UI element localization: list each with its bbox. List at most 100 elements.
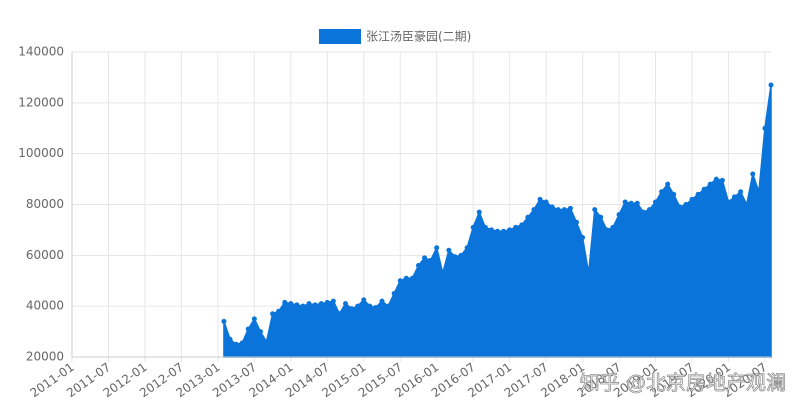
point [330,298,336,304]
point [312,302,318,308]
point [233,341,239,347]
point [634,200,640,206]
point [239,340,245,346]
point [671,191,677,197]
point [294,302,300,308]
point [525,214,531,220]
point [464,245,470,251]
point [713,176,719,182]
watermark: 知乎 @北京房地产观澜 [580,371,786,395]
point [476,209,482,215]
point [264,339,270,345]
point [415,263,421,268]
point [251,316,257,322]
point [719,177,725,183]
point [300,303,306,309]
point [616,212,622,218]
point [683,202,689,207]
point [738,189,744,195]
point [732,194,738,200]
point [598,214,604,220]
point [391,290,397,296]
y-tick-label: 60000 [26,248,64,262]
point [628,200,634,206]
point [768,82,774,88]
point [555,207,561,213]
point [276,308,282,314]
point [610,224,616,230]
point [245,326,251,332]
point [701,186,707,192]
point [373,304,379,310]
point [385,303,391,309]
point [653,199,659,205]
point [482,224,488,230]
plot [221,82,774,358]
y-tick-label: 140000 [18,45,64,59]
point [750,171,756,177]
point [446,247,452,253]
point [567,205,573,211]
point [349,306,355,312]
point [428,257,434,263]
point [488,227,494,233]
point [677,204,683,210]
point [379,298,385,304]
point [282,299,288,305]
point [336,311,342,317]
area [223,84,772,358]
legend-label: 张江汤臣豪园(二期) [366,29,471,44]
point [519,222,525,228]
point [367,303,373,309]
point [762,125,768,131]
point [501,228,507,234]
point [458,252,464,258]
point [586,270,592,276]
point [531,207,537,213]
point [288,301,294,307]
point [592,207,598,213]
point [452,254,458,260]
y-tick-label: 120000 [18,95,64,109]
point [343,301,349,307]
point [659,189,665,195]
point [744,202,750,207]
point [561,207,567,213]
point [422,255,428,261]
y-tick-label: 80000 [26,197,64,211]
point [604,227,610,233]
point [537,196,543,202]
point [409,275,415,281]
point [707,181,713,187]
point [270,311,276,317]
point [756,189,762,195]
point [403,275,409,281]
point [470,224,476,230]
point [355,303,361,309]
point [543,199,549,205]
point [318,301,324,307]
point [440,270,446,276]
point [306,301,312,307]
point [640,209,646,215]
point [434,245,440,251]
y-tick-label: 20000 [26,350,64,364]
point [725,199,731,205]
point [549,204,555,210]
point [507,227,513,233]
legend-swatch [319,29,361,44]
point [494,228,500,234]
point [324,299,330,305]
point [397,278,403,284]
point [361,297,367,303]
point [695,191,701,197]
point [513,224,519,230]
point [665,181,671,187]
y-tick-label: 40000 [26,299,64,313]
y-tick-label: 100000 [18,146,64,160]
point [573,219,579,225]
point [622,199,628,205]
point [257,329,263,335]
point [580,235,586,241]
point [689,196,695,202]
